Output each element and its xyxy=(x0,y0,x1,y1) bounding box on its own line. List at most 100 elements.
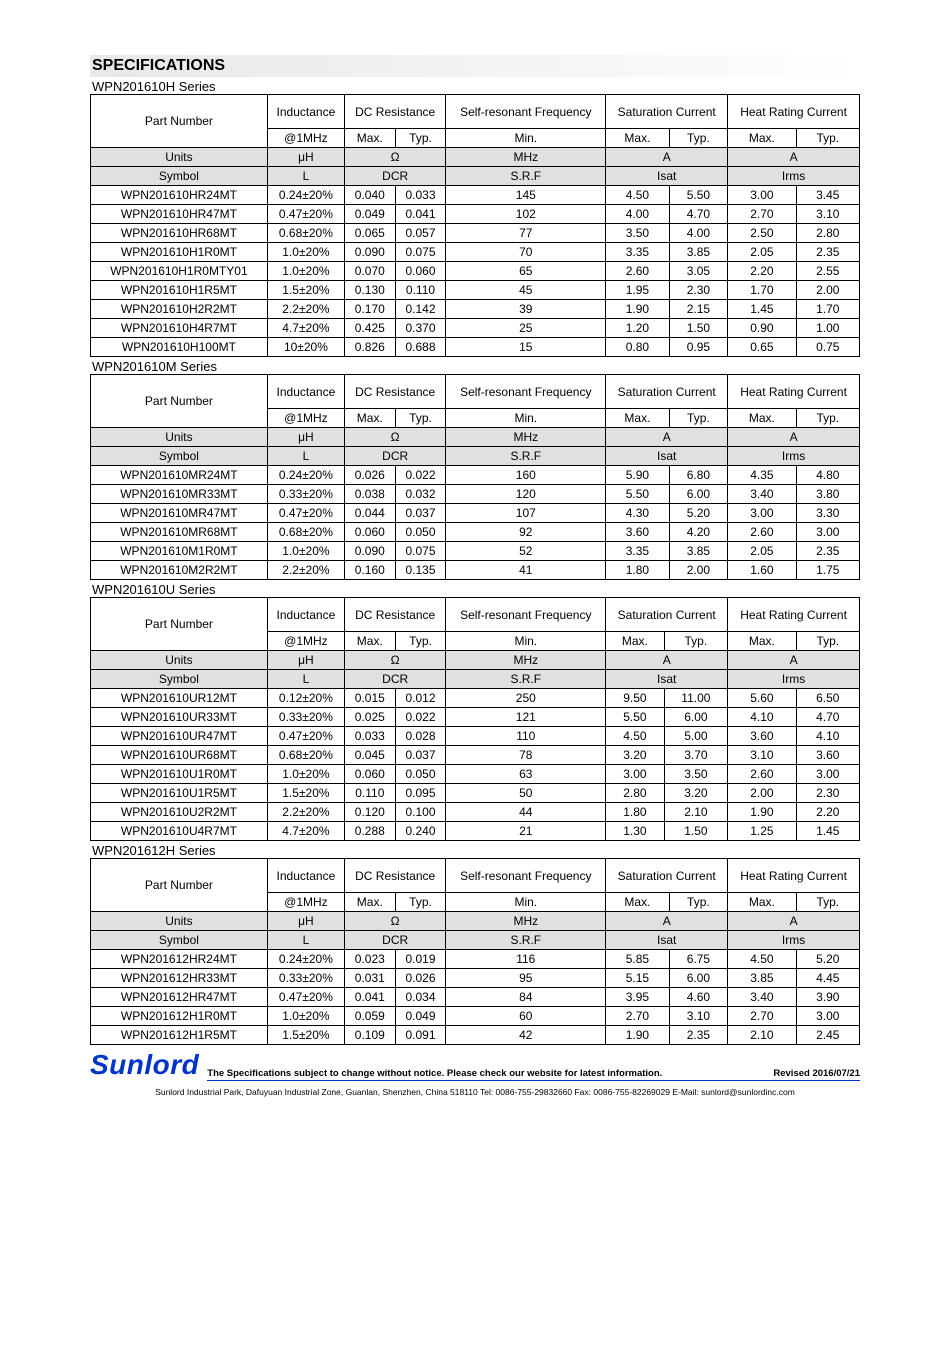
part-number-cell: WPN201612H1R0MT xyxy=(91,1007,268,1026)
value-cell: 1.0±20% xyxy=(267,1007,344,1026)
value-cell: 3.10 xyxy=(796,205,859,224)
value-cell: 5.50 xyxy=(606,485,669,504)
value-cell: 3.90 xyxy=(796,988,859,1007)
spec-table: Part NumberInductanceDC ResistanceSelf-r… xyxy=(90,374,860,580)
col-dcr: DC Resistance xyxy=(344,375,445,409)
value-cell: 1.5±20% xyxy=(267,784,344,803)
value-cell: 0.060 xyxy=(344,765,395,784)
table-row: WPN201610HR24MT0.24±20%0.0400.0331454.50… xyxy=(91,186,860,205)
value-cell: 1.00 xyxy=(796,319,859,338)
page-title: SPECIFICATIONS xyxy=(90,55,860,77)
sub-typ: Typ. xyxy=(796,409,859,428)
value-cell: 0.041 xyxy=(344,988,395,1007)
footer-line: The Specifications subject to change wit… xyxy=(207,1068,860,1081)
sub-typ: Typ. xyxy=(395,129,446,148)
value-cell: 2.00 xyxy=(728,784,796,803)
part-number-cell: WPN201610MR47MT xyxy=(91,504,268,523)
value-cell: 0.160 xyxy=(344,561,395,580)
value-cell: 3.45 xyxy=(796,186,859,205)
value-cell: 0.049 xyxy=(344,205,395,224)
value-cell: 2.35 xyxy=(796,243,859,262)
value-cell: 2.00 xyxy=(796,281,859,300)
value-cell: 0.031 xyxy=(344,969,395,988)
value-cell: 0.47±20% xyxy=(267,988,344,1007)
unit-a: A xyxy=(728,651,860,670)
sym-irms: Irms xyxy=(728,167,860,186)
table-row: WPN201610M1R0MT1.0±20%0.0900.075523.353.… xyxy=(91,542,860,561)
value-cell: 4.35 xyxy=(728,466,796,485)
sub-at1mhz: @1MHz xyxy=(267,409,344,428)
sub-at1mhz: @1MHz xyxy=(267,632,344,651)
part-number-cell: WPN201610HR47MT xyxy=(91,205,268,224)
spec-table: Part NumberInductanceDC ResistanceSelf-r… xyxy=(90,858,860,1045)
col-partnumber: Part Number xyxy=(91,375,268,428)
value-cell: 0.033 xyxy=(344,727,395,746)
value-cell: 2.10 xyxy=(664,803,728,822)
part-number-cell: WPN201610H2R2MT xyxy=(91,300,268,319)
value-cell: 5.20 xyxy=(669,504,728,523)
part-number-cell: WPN201610HR68MT xyxy=(91,224,268,243)
value-cell: 4.30 xyxy=(606,504,669,523)
sym-isat: Isat xyxy=(606,670,728,689)
value-cell: 2.2±20% xyxy=(267,803,344,822)
value-cell: 2.00 xyxy=(669,561,728,580)
value-cell: 2.80 xyxy=(796,224,859,243)
value-cell: 2.45 xyxy=(796,1026,859,1045)
value-cell: 0.33±20% xyxy=(267,969,344,988)
value-cell: 1.95 xyxy=(606,281,669,300)
col-srf: Self-resonant Frequency xyxy=(446,598,606,632)
value-cell: 3.20 xyxy=(664,784,728,803)
sym-l: L xyxy=(267,447,344,466)
value-cell: 1.45 xyxy=(728,300,796,319)
value-cell: 4.50 xyxy=(606,727,664,746)
value-cell: 0.050 xyxy=(395,765,446,784)
value-cell: 0.826 xyxy=(344,338,395,357)
table-row: WPN201612HR47MT0.47±20%0.0410.034843.954… xyxy=(91,988,860,1007)
symbol-label: Symbol xyxy=(91,931,268,950)
symbol-label: Symbol xyxy=(91,670,268,689)
table-row: WPN201612HR33MT0.33±20%0.0310.026955.156… xyxy=(91,969,860,988)
value-cell: 95 xyxy=(446,969,606,988)
part-number-cell: WPN201610UR68MT xyxy=(91,746,268,765)
value-cell: 0.240 xyxy=(395,822,446,841)
value-cell: 0.050 xyxy=(395,523,446,542)
value-cell: 0.90 xyxy=(728,319,796,338)
sym-isat: Isat xyxy=(606,447,728,466)
sym-l: L xyxy=(267,931,344,950)
sub-max: Max. xyxy=(728,129,796,148)
value-cell: 0.65 xyxy=(728,338,796,357)
table-row: WPN201612H1R5MT1.5±20%0.1090.091421.902.… xyxy=(91,1026,860,1045)
part-number-cell: WPN201610H1R0MT xyxy=(91,243,268,262)
part-number-cell: WPN201610U4R7MT xyxy=(91,822,268,841)
value-cell: 0.47±20% xyxy=(267,727,344,746)
sym-irms: Irms xyxy=(728,931,860,950)
value-cell: 0.170 xyxy=(344,300,395,319)
col-dcr: DC Resistance xyxy=(344,859,445,893)
col-srf: Self-resonant Frequency xyxy=(446,375,606,409)
table-row: WPN201610H4R7MT4.7±20%0.4250.370251.201.… xyxy=(91,319,860,338)
value-cell: 1.20 xyxy=(606,319,669,338)
sub-typ: Typ. xyxy=(669,893,728,912)
sub-max: Max. xyxy=(728,409,796,428)
value-cell: 5.20 xyxy=(796,950,859,969)
part-number-cell: WPN201610U1R5MT xyxy=(91,784,268,803)
col-irms: Heat Rating Current xyxy=(728,95,860,129)
unit-a: A xyxy=(728,912,860,931)
sym-srf: S.R.F xyxy=(446,167,606,186)
value-cell: 3.60 xyxy=(728,727,796,746)
value-cell: 0.47±20% xyxy=(267,205,344,224)
value-cell: 0.688 xyxy=(395,338,446,357)
symbol-label: Symbol xyxy=(91,447,268,466)
unit-ohm: Ω xyxy=(344,651,445,670)
symbol-label: Symbol xyxy=(91,167,268,186)
value-cell: 4.60 xyxy=(669,988,728,1007)
value-cell: 9.50 xyxy=(606,689,664,708)
value-cell: 1.45 xyxy=(796,822,859,841)
value-cell: 21 xyxy=(446,822,606,841)
unit-uh: μH xyxy=(267,148,344,167)
value-cell: 2.70 xyxy=(728,1007,796,1026)
value-cell: 2.80 xyxy=(606,784,664,803)
sub-at1mhz: @1MHz xyxy=(267,129,344,148)
value-cell: 78 xyxy=(446,746,606,765)
value-cell: 3.60 xyxy=(606,523,669,542)
